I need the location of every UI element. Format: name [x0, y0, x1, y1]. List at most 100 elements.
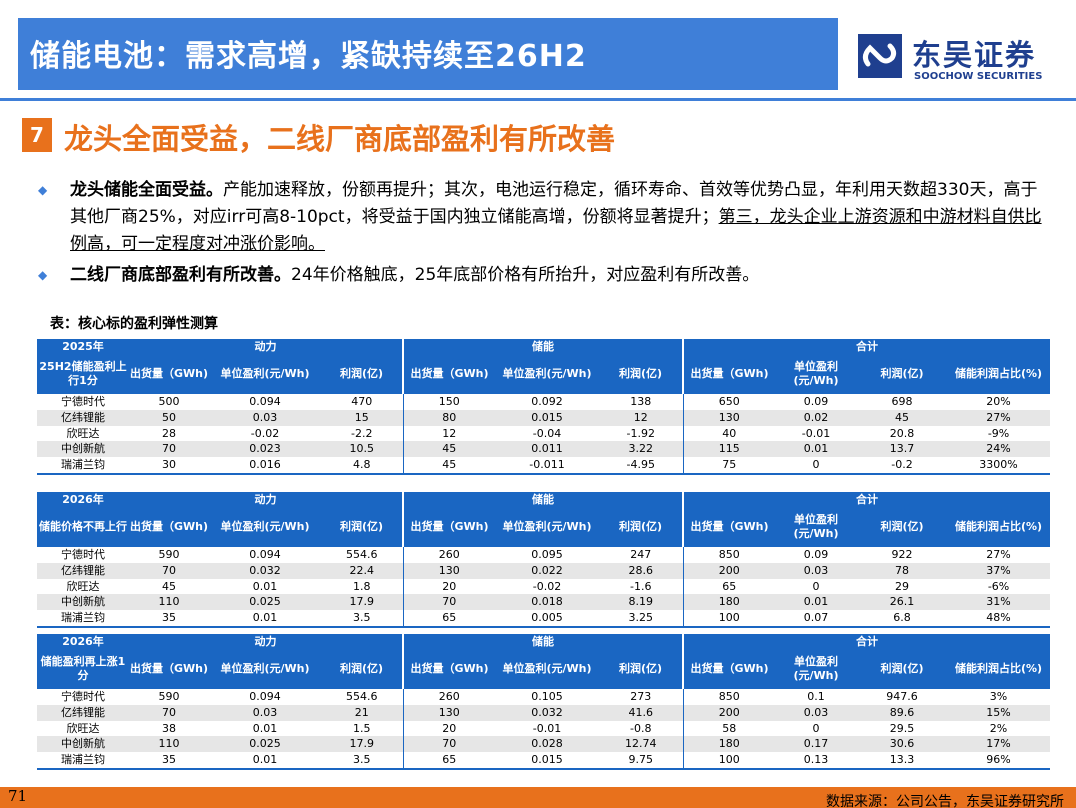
table-row: 宁德时代 500 0.094 470 150 0.092 138 650 0.09 698 20%	[37, 394, 1050, 410]
cell-t_unit: -0.01	[801, 426, 831, 440]
column-header-ship: 出货量（GWh)	[682, 649, 776, 689]
cell-s_unit: 0.095	[531, 548, 563, 561]
cell-t_unit: 0.17	[775, 736, 858, 753]
cell-p_ship: 45	[162, 579, 176, 593]
cell-s_ship: 45	[402, 457, 496, 475]
cell-s_profit: -0.8	[630, 721, 652, 735]
cell-t_profit: 30.6	[857, 736, 948, 753]
cell-s_profit: 8.19	[599, 594, 684, 611]
cell-t_unit: 0.01	[775, 594, 858, 611]
cell-t_profit: 78	[857, 562, 948, 579]
bullet-2-text: 24年价格触底，25年底部价格有所抬升，对应盈利有所改善。	[291, 265, 760, 285]
cell-p_ship: 35	[129, 752, 209, 770]
diamond-bullet-icon: ◆	[38, 268, 48, 282]
column-header-ship: 出货量（GWh)	[682, 507, 776, 547]
cell-s_profit: 3.25	[599, 610, 684, 628]
column-header-ship: 出货量（GWh)	[129, 507, 209, 547]
title-bar	[18, 18, 838, 90]
column-header-unit: 单位盈利(元/Wh)	[495, 354, 600, 394]
cell-s_unit: -0.011	[495, 457, 600, 475]
logo-chinese-name: 东吴证券	[912, 38, 1037, 72]
group-header-0: 动力	[129, 492, 404, 507]
company-logo: 东吴证券 SOOCHOW SECURITIES	[858, 34, 1058, 84]
group-header-0: 动力	[129, 339, 404, 354]
cell-p_profit: 10.5	[321, 441, 404, 458]
cell-t_ship: 40	[682, 425, 776, 442]
page-number: 71	[8, 787, 28, 805]
cell-t_unit: 0.03	[775, 704, 858, 721]
table-row: 欣旺达 45 0.01 1.8 20 -0.02 -1.6 65 0 29 -6%	[37, 578, 1050, 595]
table-column-header: 25H2储能盈利上行1分 出货量（GWh) 单位盈利(元/Wh) 利润(亿) 出货量（G…	[37, 354, 1051, 394]
cell-share: 17%	[947, 736, 1051, 753]
cell-share: 27%	[986, 548, 1011, 561]
cell-p_unit: 0.01	[252, 579, 278, 593]
cell-t_unit: 0.09	[803, 548, 829, 561]
cell-t_profit: 922	[891, 548, 913, 561]
company-name: 宁德时代	[61, 690, 105, 703]
cell-p_profit: 17.9	[321, 594, 404, 611]
table-year: 2025年	[37, 339, 129, 354]
cell-t_profit: 29	[895, 579, 910, 593]
cell-s_ship: 12	[402, 425, 496, 442]
profit-table-1: 2025年 动力 储能 合计 25H2储能盈利上行1分 出货量（GWh) 单位盈利(元/Wh…	[37, 339, 1051, 475]
company-name: 瑞浦兰钧	[37, 457, 129, 475]
column-header-unit: 单位盈利(元/Wh)	[209, 507, 321, 547]
table-year: 2026年	[37, 492, 129, 507]
table-scenario: 储能价格不再上行	[37, 507, 129, 547]
company-name: 中创新航	[37, 441, 129, 458]
group-header-1: 储能	[402, 492, 684, 507]
cell-share: 20%	[986, 395, 1011, 408]
cell-p_unit: 0.01	[209, 752, 321, 770]
cell-t_profit: 26.1	[857, 594, 948, 611]
cell-t_unit: 0.07	[775, 610, 858, 628]
column-header-ship: 出货量（GWh)	[402, 507, 496, 547]
cell-t_profit: 13.7	[857, 441, 948, 458]
column-header-share: 储能利润占比(%)	[947, 354, 1051, 394]
cell-s_ship: 70	[402, 594, 496, 611]
cell-t_profit: 6.8	[857, 610, 948, 628]
cell-s_profit: 247	[630, 548, 652, 561]
cell-t_profit: -0.2	[857, 457, 948, 475]
column-header-ship: 出货量（GWh)	[402, 354, 496, 394]
column-header-unit: 单位盈利(元/Wh)	[775, 507, 858, 547]
cell-t_unit: 0	[812, 579, 820, 593]
header-divider	[0, 98, 1076, 101]
cell-t_ship: 650	[682, 394, 776, 410]
column-header-unit: 单位盈利(元/Wh)	[495, 507, 600, 547]
company-name: 亿纬锂能	[37, 409, 129, 426]
column-header-unit: 单位盈利(元/Wh)	[495, 649, 600, 689]
cell-t_profit: 45	[857, 409, 948, 426]
company-name: 欣旺达	[66, 721, 100, 735]
column-header-unit: 单位盈利(元/Wh)	[775, 649, 858, 689]
cell-p_ship: 70	[129, 704, 209, 721]
table-scenario: 25H2储能盈利上行1分	[37, 354, 129, 394]
cell-p_unit: -0.02	[250, 426, 280, 440]
cell-p_unit: 0.094	[249, 690, 281, 703]
cell-share: 96%	[947, 752, 1051, 770]
table-row: 欣旺达 28 -0.02 -2.2 12 -0.04 -1.92 40 -0.01 20.8 -9%	[37, 425, 1050, 442]
cell-p_profit: 3.5	[321, 610, 404, 628]
cell-p_profit: 15	[321, 409, 404, 426]
cell-s_unit: 0.032	[495, 704, 600, 721]
group-header-2: 合计	[682, 492, 1051, 507]
cell-p_ship: 28	[162, 426, 176, 440]
company-name: 瑞浦兰钧	[37, 752, 129, 770]
cell-p_profit: 1.8	[353, 579, 371, 593]
cell-t_ship: 115	[682, 441, 776, 458]
logo-english-name: SOOCHOW SECURITIES	[914, 71, 1043, 82]
cell-t_ship: 180	[682, 594, 776, 611]
cell-t_profit: 89.6	[857, 704, 948, 721]
cell-t_ship: 850	[682, 689, 776, 705]
cell-p_ship: 110	[129, 594, 209, 611]
column-header-ship: 出货量（GWh)	[129, 354, 209, 394]
table-group-header: 2025年 动力 储能 合计	[37, 339, 1051, 354]
table-row: 中创新航 70 0.023 10.5 45 0.011 3.22 115 0.01 13.7 24%	[37, 441, 1051, 458]
bullet-paragraph-2: 二线厂商底部盈利有所改善。24年价格触底，25年底部价格有所抬升，对应盈利有所改…	[70, 262, 1045, 289]
group-header-1: 储能	[402, 339, 684, 354]
table-row: 亿纬锂能 70 0.032 22.4 130 0.022 28.6 200 0.03 78 37%	[37, 562, 1051, 579]
cell-p_unit: 0.01	[209, 610, 321, 628]
cell-t_unit: 0.02	[775, 409, 858, 426]
section-number: 7	[22, 118, 52, 152]
cell-share: 31%	[947, 594, 1051, 611]
table-caption: 表：核心标的盈利弹性测算	[50, 316, 218, 332]
